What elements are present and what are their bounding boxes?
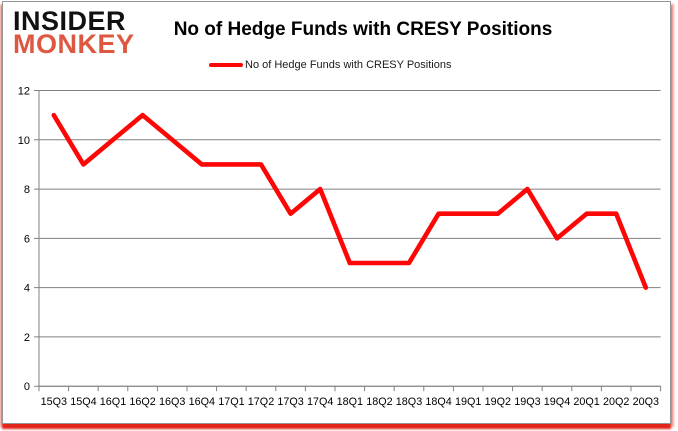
x-axis-tick-label: 17Q3 (277, 396, 303, 408)
legend-label: No of Hedge Funds with CRESY Positions (245, 59, 452, 71)
x-axis-tick-label: 20Q3 (633, 396, 659, 408)
y-axis-tick-label: 2 (24, 332, 30, 344)
x-axis-tick-label: 18Q2 (366, 396, 392, 408)
y-axis-tick-label: 12 (18, 86, 30, 98)
x-axis-tick-label: 15Q4 (70, 396, 96, 408)
x-axis-tick-label: 17Q2 (248, 396, 274, 408)
x-axis-tick-label: 19Q3 (514, 396, 540, 408)
x-axis-tick-label: 20Q2 (603, 396, 629, 408)
chart-title: No of Hedge Funds with CRESY Positions (173, 19, 553, 40)
x-axis-tick-label: 16Q4 (189, 396, 215, 408)
y-axis-tick-label: 10 (18, 135, 30, 147)
series-line-cresy (51, 112, 649, 290)
legend-line-swatch (209, 63, 243, 67)
legend: No of Hedge Funds with CRESY Positions (209, 59, 451, 71)
x-axis-tick-label: 16Q1 (100, 396, 126, 408)
x-axis-tick-label: 17Q1 (218, 396, 244, 408)
x-axis-tick-label: 19Q4 (544, 396, 570, 408)
y-axis-tick-label: 4 (24, 283, 30, 295)
x-axis-tick-label: 19Q2 (485, 396, 511, 408)
x-axis-tick-label: 16Q3 (159, 396, 185, 408)
x-axis-tick-label: 19Q1 (455, 396, 481, 408)
x-axis-tick-label: 17Q4 (307, 396, 333, 408)
x-axis-tick-label: 18Q1 (337, 396, 363, 408)
x-axis-tick-label: 15Q3 (41, 396, 67, 408)
chart-window: INSIDER MONKEY No of Hedge Funds with CR… (2, 1, 671, 424)
logo-insider-text: INSIDER (13, 6, 127, 36)
x-axis-tick-label: 20Q1 (573, 396, 599, 408)
x-axis-tick-label: 18Q3 (396, 396, 422, 408)
x-axis-tick-label: 18Q4 (425, 396, 451, 408)
insider-monkey-logo: INSIDER MONKEY (13, 6, 135, 60)
y-axis-tick-label: 8 (24, 184, 30, 196)
x-axis-tick-label: 16Q2 (129, 396, 155, 408)
logo-monkey-text: MONKEY (13, 29, 135, 60)
y-axis-tick-label: 0 (24, 381, 30, 393)
y-axis-tick-label: 6 (24, 233, 30, 245)
